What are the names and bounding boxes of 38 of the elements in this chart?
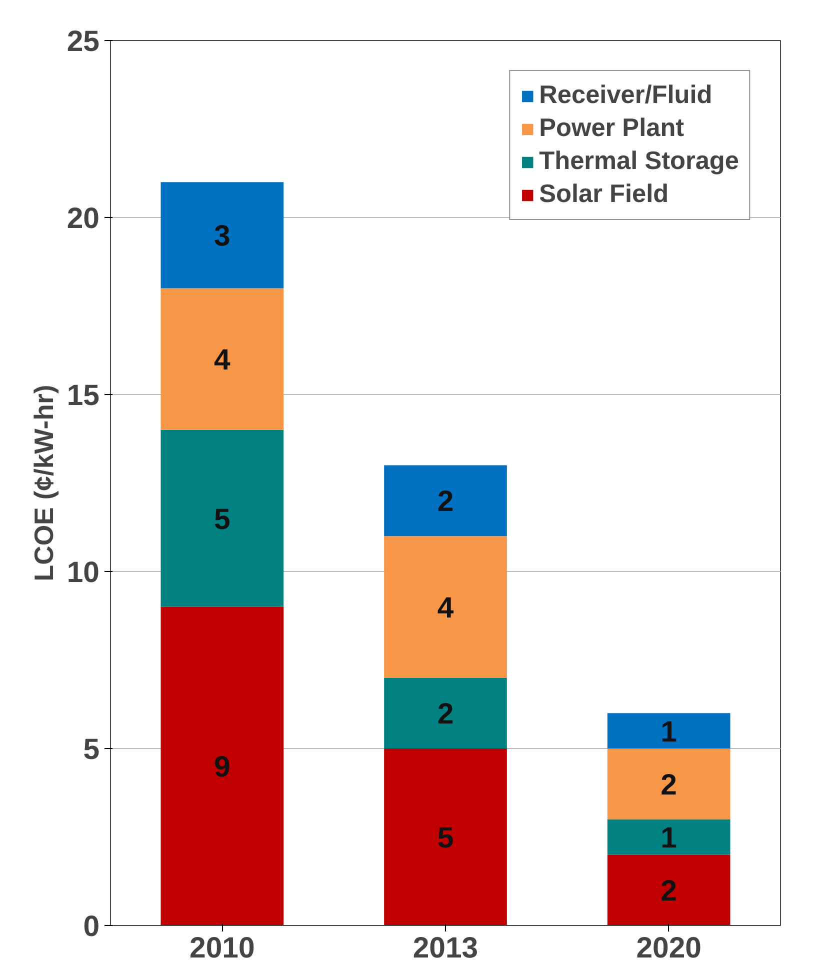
data-label: 1: [660, 715, 677, 748]
y-tick-label: 25: [66, 25, 100, 58]
legend-label: Receiver/Fluid: [539, 81, 712, 110]
bar: [607, 748, 730, 820]
y-tick-label: 20: [66, 202, 100, 235]
data-label: 3: [214, 220, 230, 253]
data-label: 2: [660, 874, 677, 908]
bar: [384, 748, 507, 926]
bar: [160, 288, 284, 430]
bar: [160, 606, 284, 926]
x-tick-label: 2020: [636, 932, 702, 964]
data-label: 2: [437, 485, 454, 518]
bar: [384, 465, 507, 536]
bar: [384, 536, 507, 678]
bar: [160, 182, 284, 288]
data-label: 2: [437, 698, 454, 731]
data-label: 2: [660, 768, 677, 802]
y-tick-label: 0: [83, 910, 100, 943]
y-tick-label: 15: [66, 379, 100, 412]
bar: [160, 430, 284, 607]
bar: [607, 819, 730, 855]
data-label: 9: [214, 750, 230, 784]
bar: [607, 854, 730, 926]
y-tick-label: 5: [83, 733, 100, 766]
data-label: 5: [437, 822, 454, 854]
legend-label: Solar Field: [539, 180, 669, 209]
y-tick-label: 10: [66, 556, 100, 589]
y-axis-title: LCOE (¢/kW-hr): [28, 384, 59, 582]
data-label: 1: [660, 822, 677, 854]
data-label: 4: [214, 344, 232, 377]
bar: [607, 713, 730, 748]
data-label: 4: [437, 591, 454, 624]
legend-label: Thermal Storage: [539, 147, 739, 176]
x-tick-label: 2013: [412, 932, 478, 964]
legend-label: Power Plant: [539, 114, 684, 143]
x-tick-label: 2010: [190, 932, 255, 964]
bar: [384, 678, 507, 748]
data-label: 5: [214, 502, 230, 536]
